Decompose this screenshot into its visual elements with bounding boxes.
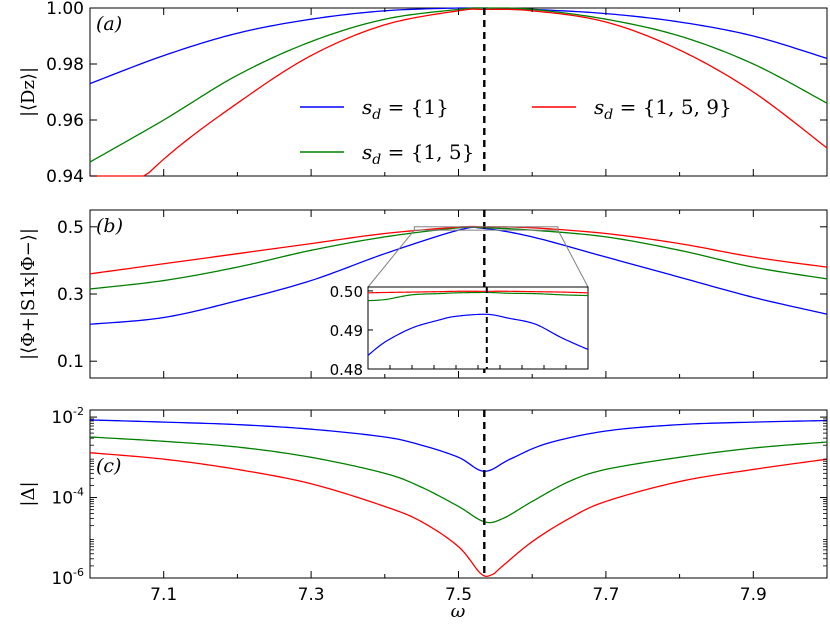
panel-a-label: (a) — [96, 13, 122, 35]
legend-label-3: sd = {1, 5, 9} — [594, 95, 732, 123]
ytick-label-c-0: 10-2 — [51, 405, 84, 428]
inset-series-2 — [367, 291, 589, 302]
series-line-c-3 — [89, 452, 828, 577]
xtick-label-0: 7.1 — [150, 585, 177, 605]
series-line-b-2 — [89, 226, 828, 290]
inset-frame — [367, 286, 589, 370]
panel-c-xticks — [89, 410, 828, 578]
x-axis-label: ω — [451, 601, 466, 622]
legend: sd = {1} sd = {1, 5} sd = {1, 5, 9} — [300, 95, 732, 168]
ytick-label-c-2: 10-6 — [51, 566, 84, 589]
ytick-label-a-2: 0.98 — [46, 55, 84, 75]
series-line-a-3 — [90, 8, 828, 177]
panel-c-series — [89, 410, 828, 578]
panel-a-yticks: 0.94 0.96 0.98 1.00 — [46, 0, 827, 187]
ytick-label-a-3: 1.00 — [46, 0, 84, 19]
inset-ytick-label-0: 0.48 — [330, 361, 363, 379]
panel-b-label: (b) — [96, 215, 123, 237]
xtick-label-2: 7.5 — [445, 585, 472, 605]
inset-series-1 — [367, 313, 589, 356]
xtick-label-4: 7.9 — [740, 585, 767, 605]
series-line-c-1 — [89, 419, 828, 472]
ytick-label-c-1: 10-4 — [51, 486, 84, 509]
y-axis-label-b: |⟨Φ+|S1x|Φ−⟩| — [18, 228, 39, 360]
panel-b: 0.1 0.3 0.5 (b) 0.48 0.49 0.50 — [57, 209, 828, 379]
zoom-box — [413, 226, 559, 231]
y-axis-label-c: |Δ| — [18, 481, 39, 506]
panel-b-inset: 0.48 0.49 0.50 — [330, 226, 589, 379]
ytick-label-b-0: 0.1 — [57, 352, 84, 372]
xtick-label-3: 7.7 — [592, 585, 619, 605]
panel-b-yticks: 0.1 0.3 0.5 — [57, 218, 827, 372]
series-line-c-2 — [89, 436, 828, 524]
legend-label-1: sd = {1} — [362, 95, 449, 123]
panel-a: 0.94 0.96 0.98 1.00 (a) — [46, 0, 828, 187]
ytick-label-a-0: 0.94 — [46, 167, 84, 187]
panel-c-frame — [89, 409, 828, 579]
y-axis-label-a: |⟨Dz⟩| — [18, 67, 39, 117]
xtick-label-1: 7.3 — [298, 585, 325, 605]
panel-b-xticks — [89, 210, 828, 378]
zoom-connector-left — [367, 229, 415, 288]
legend-label-2: sd = {1, 5} — [362, 140, 474, 168]
zoom-connector-right — [557, 229, 589, 288]
ytick-label-b-2: 0.5 — [57, 218, 84, 238]
ytick-label-b-1: 0.3 — [57, 285, 84, 305]
panel-c: 10-2 10-4 10-6 (c) — [51, 405, 828, 589]
inset-ytick-label-2: 0.50 — [330, 283, 363, 301]
panel-c-label: (c) — [96, 455, 121, 477]
series-line-b-3 — [89, 225, 828, 275]
panel-a-xticks — [89, 8, 828, 176]
inset-ytick-label-1: 0.49 — [330, 322, 363, 340]
inset-series-3 — [367, 290, 589, 294]
panel-c-yticks: 10-2 10-4 10-6 — [51, 405, 827, 589]
ytick-label-a-1: 0.96 — [46, 111, 84, 131]
panel-a-series — [89, 7, 828, 177]
series-line-a-1 — [89, 7, 828, 85]
x-tick-labels: 7.1 7.3 7.5 7.7 7.9 — [150, 585, 767, 605]
series-line-a-2 — [89, 7, 828, 163]
